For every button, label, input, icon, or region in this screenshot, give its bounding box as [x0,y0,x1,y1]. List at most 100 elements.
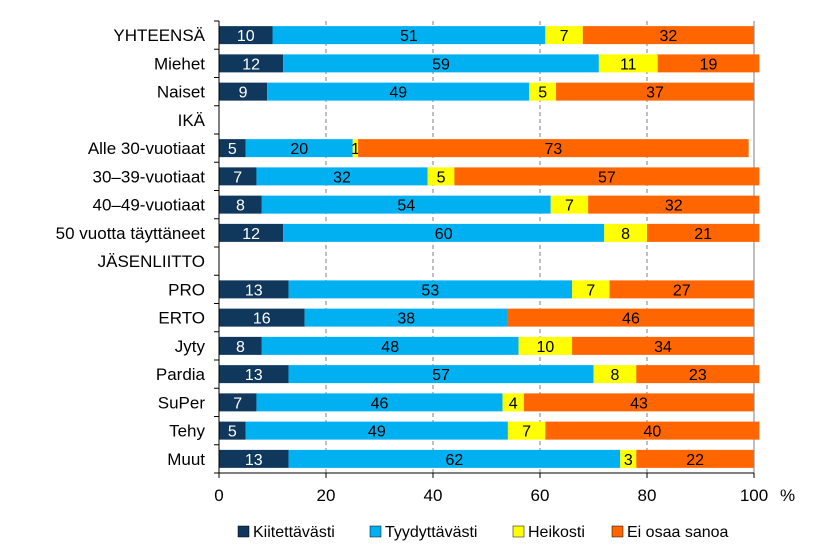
bar-segment [261,336,519,355]
data-label: 62 [446,452,464,469]
bar-segment [219,167,257,186]
bar-segment [219,139,246,158]
category-label: Jyty [175,337,206,356]
bar-segment [219,393,257,412]
category-label: JÄSENLIITTO [98,252,205,271]
category-label: Naiset [157,83,205,102]
category-label: Muut [167,450,205,469]
x-tick-labels: 0 20 40 60 80 100% [214,486,795,505]
data-label: 20 [290,141,308,158]
data-label: 4 [509,395,518,412]
data-label: 10 [536,339,554,356]
data-label: 7 [233,169,242,186]
bar-segment [545,421,760,440]
data-label: 43 [630,395,648,412]
bar-segment [358,139,749,158]
data-label: 37 [646,85,664,102]
data-label: 7 [560,28,569,45]
bar-segment [267,82,530,101]
data-label: 49 [389,85,407,102]
bar-segment [256,167,428,186]
x-tick-label: 20 [317,486,336,505]
bar-segment [352,139,359,158]
bar-segment [219,336,262,355]
data-label: 40 [643,424,661,441]
bar-segment [529,82,557,101]
data-label: 51 [400,28,418,45]
bar-segment [219,54,284,73]
data-label: 59 [432,56,450,73]
bar-segment [219,421,246,440]
data-label: 8 [610,367,619,384]
bar-segment [219,308,305,327]
bar-segment [609,280,754,299]
bar-segment [636,365,760,384]
x-tick-label: 40 [424,486,443,505]
category-label: 40–49-vuotiaat [93,196,206,215]
category-label: ERTO [158,309,205,328]
category-label: Alle 30-vuotiaat [88,139,205,158]
data-label: 32 [660,28,678,45]
bar-segment [582,26,754,45]
bar-segment [502,393,524,412]
data-label: 8 [236,339,245,356]
bar-segment [288,280,573,299]
data-label: 5 [228,141,237,158]
data-label: 7 [233,395,242,412]
bar-segment [288,365,594,384]
bar-segment [518,336,573,355]
category-label: 50 vuotta täyttäneet [56,224,206,243]
bar-segment [219,365,289,384]
bar-segment [219,82,268,101]
data-label: 57 [432,367,450,384]
x-unit-label: % [780,486,795,505]
legend-swatch [237,525,250,538]
bar-segment [256,393,503,412]
data-label: 5 [228,424,237,441]
category-labels: YHTEENSÄ Miehet Naiset IKÄ Alle 30-vuotiaat 3… [56,26,206,469]
data-label: 9 [239,85,248,102]
data-label: 10 [237,28,255,45]
data-label: 1 [351,141,360,158]
bar-segment [556,82,754,101]
data-label: 38 [397,311,415,328]
data-label: 13 [245,452,263,469]
bar-segment [545,26,583,45]
bar-segment [261,195,551,214]
bar-segment [593,365,637,384]
data-label: 12 [242,226,260,243]
data-label: 60 [435,226,453,243]
bar-segment [219,280,289,299]
data-label: 32 [333,169,351,186]
data-label: 7 [586,282,595,299]
data-label: 5 [538,85,547,102]
category-label: SuPer [158,393,206,412]
legend-swatch [369,525,382,538]
bar-segment [454,167,760,186]
legend-label: Ei osaa sanoa [627,524,729,541]
x-tick-label: 60 [531,486,550,505]
bar-segment [657,54,760,73]
data-label: 8 [621,226,630,243]
category-label: PRO [168,280,205,299]
bar-segment [550,195,589,214]
bar-segment [604,223,647,242]
data-label: 21 [694,226,712,243]
data-label: 8 [236,198,245,215]
bar-segment [507,308,754,327]
data-label: 12 [242,56,260,73]
bar-segment [219,26,273,45]
bar-segment [219,195,262,214]
legend-label: Heikosti [528,524,585,541]
legend: Kiitettävästi Tyydyttävästi Heikosti Ei osa… [237,524,729,541]
data-label: 32 [665,198,683,215]
category-label: IKÄ [178,111,206,130]
x-tick-label: 80 [638,486,657,505]
bar-segment [245,421,508,440]
bar-segment [272,26,546,45]
bar-segment [288,449,621,468]
data-label: 13 [245,282,263,299]
bar-segment [304,308,508,327]
